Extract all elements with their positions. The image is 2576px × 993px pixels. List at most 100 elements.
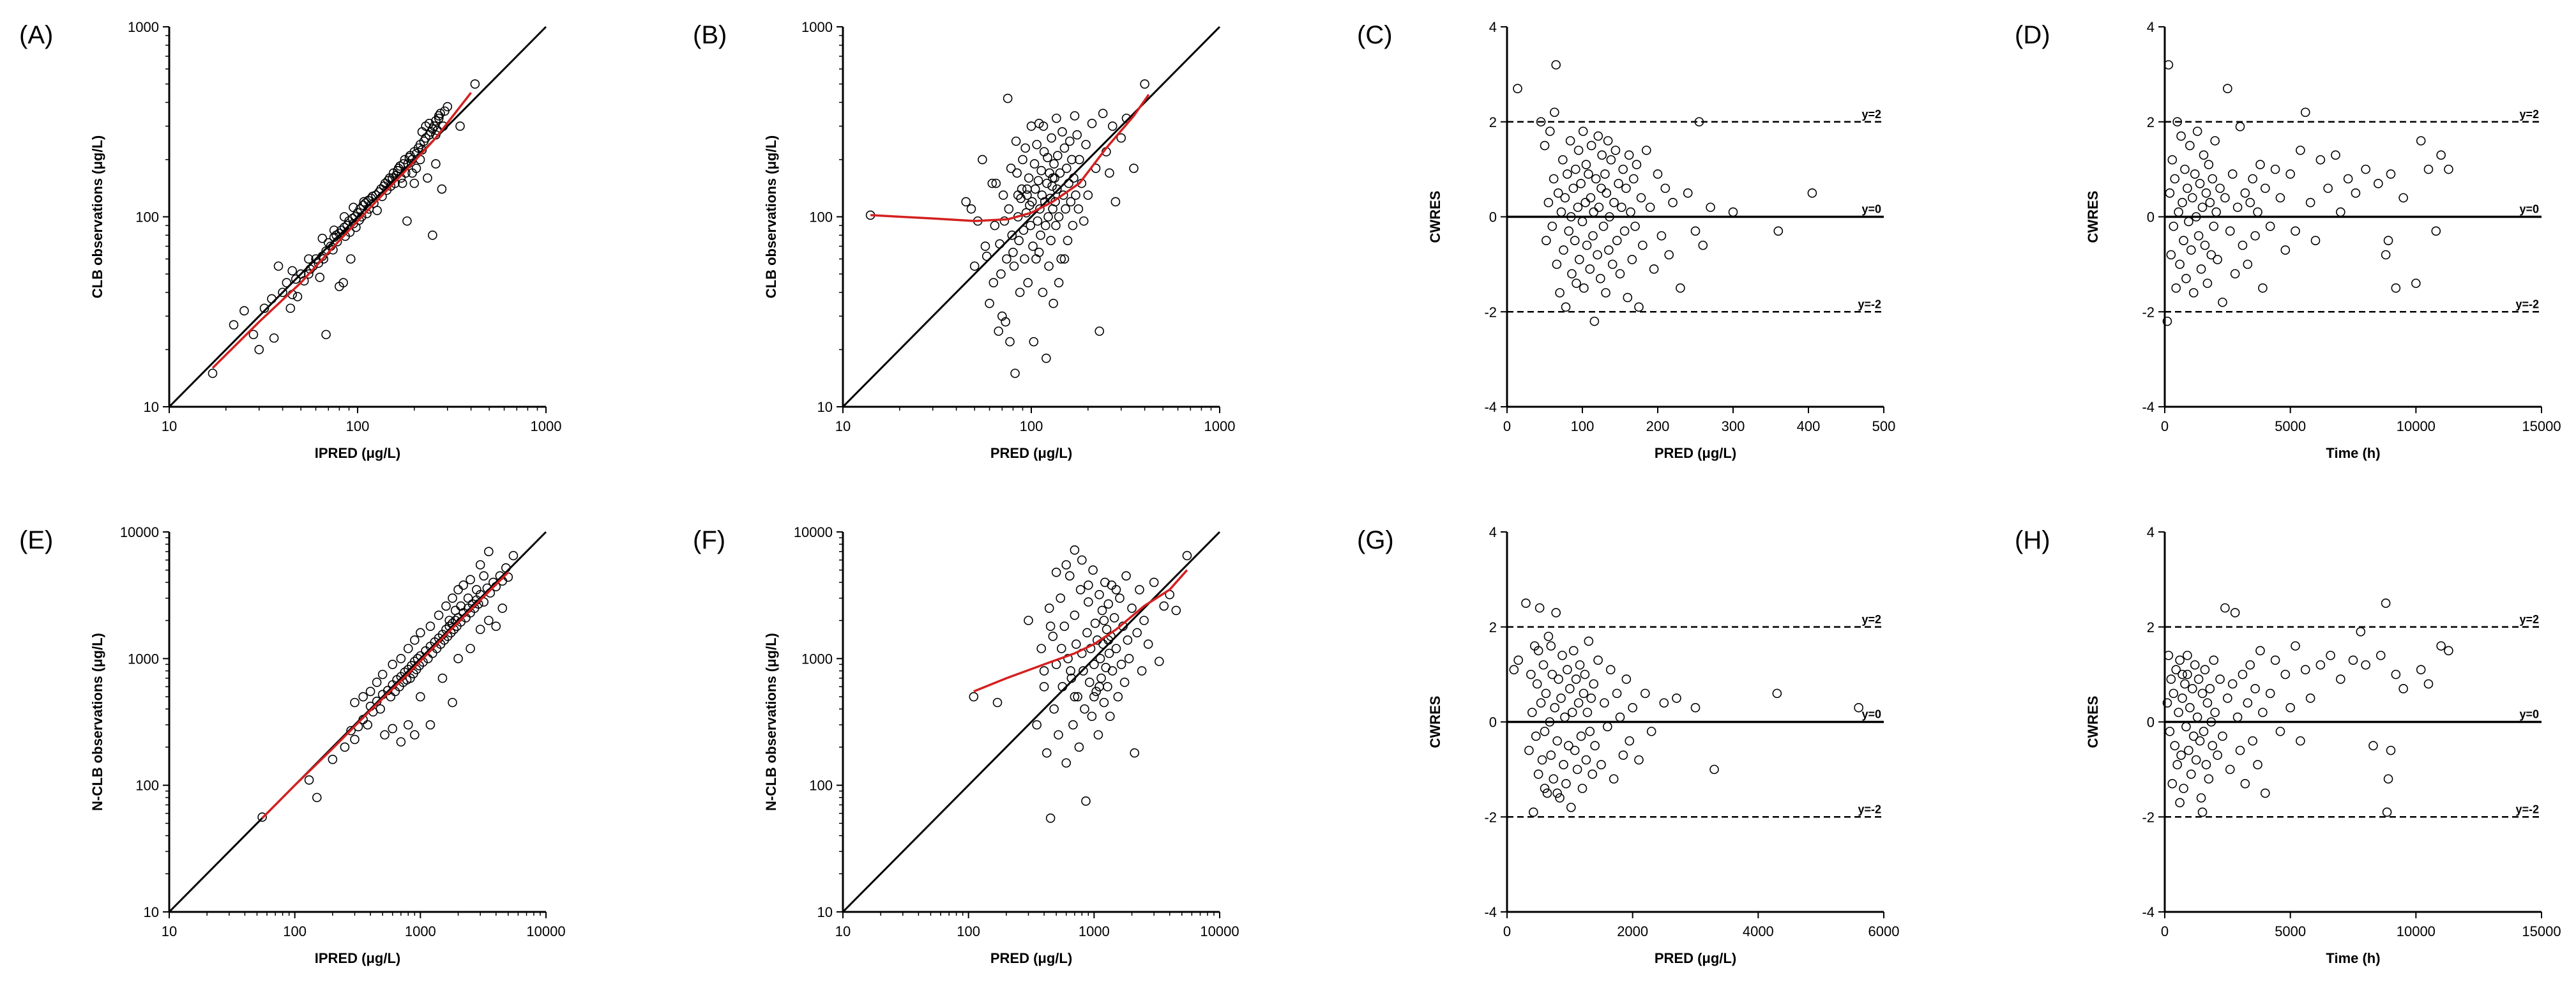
data-point [1040,220,1050,231]
data-point [436,109,445,118]
data-point [1646,727,1656,736]
data-point [1052,113,1061,123]
data-point [1089,692,1099,702]
data-point [2398,193,2408,203]
data-point [1054,730,1063,740]
data-point [1155,656,1164,667]
data-point [2192,712,2202,722]
data-point [1070,545,1080,555]
data-point [292,292,303,301]
data-point [1615,712,1625,722]
data-point [2200,240,2210,250]
data-point [2361,660,2370,670]
refline-label: y=2 [2519,108,2539,121]
data-point [1107,666,1118,676]
data-point [990,220,1000,231]
data-point [2166,250,2176,260]
data-point [431,159,441,169]
loess-line [973,569,1188,693]
data-point [1552,788,1562,798]
data-point [1132,628,1142,638]
data-point [2230,608,2240,618]
data-point [2336,674,2345,684]
data-point [1099,697,1109,708]
data-point [2175,259,2185,269]
data-point [1063,654,1073,663]
data-point [1609,774,1619,784]
data-point [1582,240,1592,250]
data-point [2209,222,2218,231]
x-tick-label: 10 [835,923,851,939]
refline-label: y=-2 [1858,298,1881,310]
data-point [1586,193,1596,203]
data-point [2174,207,2183,217]
data-point [1531,731,1541,741]
y-tick-label: 100 [809,209,833,225]
data-point [1036,231,1045,240]
data-point [1605,665,1616,674]
data-point [1854,702,1863,713]
panel-label: (A) [19,21,53,49]
data-point [282,278,292,287]
x-tick-label: 300 [1722,418,1745,434]
data-point [409,178,420,188]
data-point [1607,259,1618,269]
data-point [1542,788,1552,798]
data-point [1182,550,1192,561]
data-point [278,287,287,298]
data-point [961,197,971,207]
data-point [1015,287,1025,298]
data-point [2383,774,2393,784]
data-point [1690,226,1701,236]
y-tick-label: 10000 [120,524,159,540]
data-point [1540,784,1550,793]
x-axis-title: IPRED (μg/L) [315,445,400,461]
data-point [1042,748,1052,758]
panel-label: (B) [693,21,727,49]
data-point [1059,254,1070,264]
data-point [2192,126,2202,136]
x-axis-title: Time (h) [2326,445,2380,461]
data-point [315,273,325,282]
data-point [1577,784,1587,793]
data-point [1664,250,1674,260]
data-point [470,79,480,89]
data-point [2381,250,2391,260]
data-point [363,720,372,730]
data-point [2199,727,2209,736]
data-point [1566,803,1576,812]
data-point [2423,164,2434,174]
data-point [2343,174,2353,184]
data-point [1546,750,1556,760]
data-point [410,635,420,645]
data-point [2255,646,2265,656]
data-point [1603,722,1612,732]
data-point [269,333,279,343]
data-point [2201,760,2211,769]
data-point [2227,679,2238,689]
data-point [349,202,358,213]
data-point [1706,202,1715,212]
data-point [471,585,481,595]
data-point [1547,669,1557,679]
data-point [2179,236,2188,245]
data-point [981,251,992,261]
data-point [340,742,350,752]
data-point [2193,231,2204,241]
data-point [2186,769,2196,779]
data-point [1564,226,1574,236]
data-point [1095,682,1104,692]
data-point [1014,236,1024,245]
y-axis-title: N-CLB observations (μg/L) [89,633,105,811]
data-point [1588,231,1598,241]
data-point [1049,298,1058,308]
data-point [2188,731,2199,741]
data-point [2258,283,2268,293]
data-point [466,575,475,585]
data-point [1543,197,1554,208]
data-point [1069,173,1079,183]
data-point [2361,164,2370,174]
data-point [1075,585,1086,595]
y-tick-label: 10 [817,904,833,920]
data-point [1062,163,1072,173]
